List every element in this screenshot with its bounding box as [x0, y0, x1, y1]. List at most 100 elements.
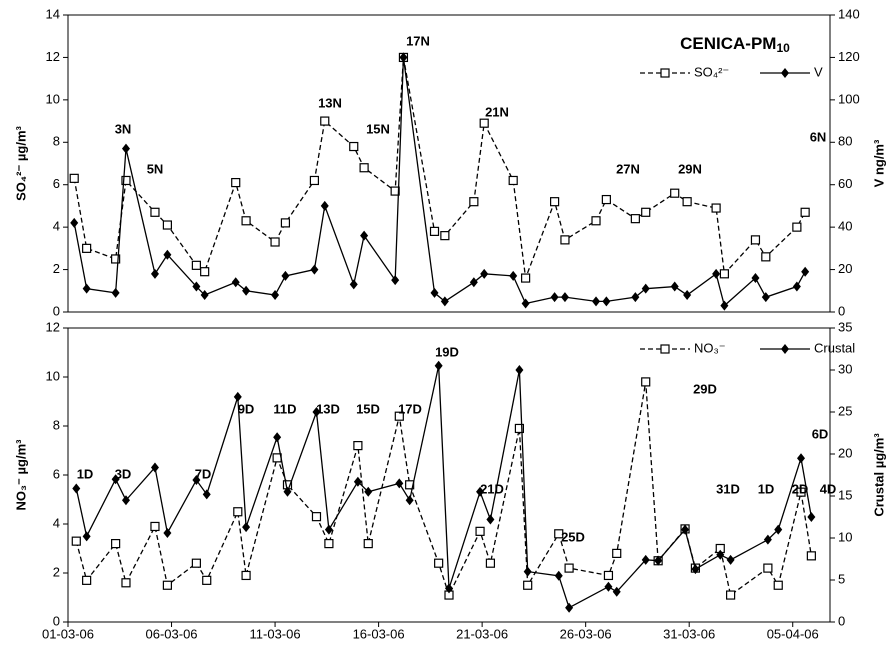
- marker: [591, 216, 601, 226]
- annotation: 15D: [356, 401, 380, 416]
- legend-marker: [660, 68, 670, 78]
- y2-tick-label: 5: [838, 571, 845, 586]
- marker: [192, 281, 201, 292]
- marker: [395, 478, 404, 489]
- marker: [440, 231, 450, 241]
- marker: [390, 186, 400, 196]
- series-line: [73, 57, 806, 307]
- marker: [399, 52, 408, 63]
- marker: [763, 534, 772, 545]
- marker: [469, 277, 478, 288]
- marker: [71, 536, 81, 546]
- y-tick-label: 10: [46, 368, 60, 383]
- y2-tick-label: 10: [838, 529, 852, 544]
- marker: [394, 411, 404, 421]
- marker: [630, 214, 640, 224]
- annotation: 6N: [810, 129, 827, 144]
- marker: [726, 554, 735, 565]
- marker: [360, 230, 369, 241]
- y-tick-label: 12: [46, 319, 60, 334]
- x-tick-label: 21-03-06: [456, 626, 508, 641]
- y-tick-label: 0: [53, 613, 60, 628]
- marker: [434, 558, 444, 568]
- marker: [405, 480, 415, 490]
- marker: [191, 260, 201, 270]
- marker: [231, 277, 240, 288]
- marker: [434, 360, 443, 371]
- marker: [111, 474, 120, 485]
- y2-tick-label: 140: [838, 6, 860, 21]
- annotation: 3N: [115, 121, 132, 136]
- marker: [515, 365, 524, 375]
- legend-label: V: [814, 64, 823, 79]
- y-tick-label: 14: [46, 6, 60, 21]
- marker: [72, 483, 81, 494]
- x-tick-label: 26-03-06: [560, 626, 612, 641]
- marker: [283, 486, 292, 497]
- legend-label: NO₃⁻: [694, 340, 726, 355]
- marker: [806, 551, 816, 561]
- marker: [601, 194, 611, 205]
- marker: [82, 531, 91, 542]
- marker: [682, 197, 692, 207]
- marker: [82, 243, 92, 253]
- marker: [202, 489, 211, 500]
- y2-tick-label: 20: [838, 445, 852, 460]
- marker: [514, 423, 525, 434]
- marker: [280, 218, 291, 228]
- marker: [475, 526, 485, 536]
- y2-tick-label: 20: [838, 261, 852, 276]
- y2-tick-label: 15: [838, 487, 852, 502]
- annotation: 5N: [147, 161, 164, 176]
- marker: [550, 197, 560, 207]
- marker: [654, 555, 663, 566]
- marker: [111, 287, 120, 298]
- legend-marker: [781, 344, 789, 354]
- y2-tick-label: 0: [838, 613, 845, 628]
- marker: [486, 514, 495, 525]
- y-tick-label: 8: [53, 134, 60, 149]
- marker: [681, 524, 690, 535]
- marker: [691, 564, 700, 575]
- marker: [565, 602, 574, 613]
- marker: [364, 486, 373, 497]
- annotation: 15N: [366, 121, 390, 136]
- marker: [200, 290, 209, 301]
- annotation: 1D: [758, 481, 775, 496]
- marker: [242, 285, 251, 296]
- marker: [150, 521, 160, 532]
- y-tick-label: 4: [53, 219, 60, 234]
- x-tick-label: 06-03-06: [146, 626, 198, 641]
- y-tick-label: 0: [53, 303, 60, 318]
- y-tick-label: 4: [53, 515, 60, 530]
- y2-tick-label: 25: [838, 403, 852, 418]
- annotation: 21D: [480, 481, 504, 496]
- y2-axis-label: V ng/m³: [871, 139, 886, 187]
- marker: [359, 163, 369, 173]
- marker: [82, 575, 92, 585]
- y2-tick-label: 0: [838, 303, 845, 318]
- marker: [121, 495, 130, 506]
- marker: [163, 527, 172, 538]
- marker: [273, 432, 282, 443]
- marker: [641, 283, 650, 294]
- marker: [82, 283, 91, 294]
- marker: [509, 270, 518, 281]
- marker: [604, 581, 613, 592]
- marker: [150, 207, 160, 217]
- annotation: 9D: [238, 401, 255, 416]
- marker: [670, 281, 679, 292]
- marker: [480, 268, 489, 279]
- marker: [603, 570, 614, 581]
- y2-tick-label: 100: [838, 91, 860, 106]
- marker: [353, 441, 363, 451]
- x-tick-label: 11-03-06: [250, 626, 301, 641]
- annotation: 13N: [318, 95, 342, 110]
- marker: [631, 292, 640, 303]
- marker: [712, 268, 721, 279]
- annotation: 25D: [561, 529, 585, 544]
- marker: [612, 548, 622, 559]
- marker: [550, 292, 559, 303]
- legend-marker: [781, 68, 789, 78]
